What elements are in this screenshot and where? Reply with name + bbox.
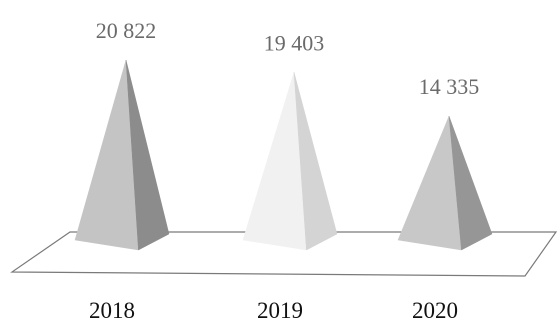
- pyramid-2020-side-face: [448, 115, 493, 251]
- value-label-2020: 14 335: [419, 74, 480, 99]
- category-label-2019: 2019: [257, 298, 303, 320]
- category-label-2020: 2020: [412, 298, 458, 320]
- value-label-2018: 20 822: [96, 18, 157, 43]
- chart-floor: [10, 231, 558, 277]
- pyramid-2018-side-face: [125, 59, 170, 251]
- value-label-group: 20 822 19 403 14 335: [96, 18, 480, 99]
- value-label-2019: 19 403: [264, 30, 325, 55]
- pyramid-group: [74, 59, 493, 251]
- pyramid-2019-side-face: [293, 72, 338, 251]
- category-label-2018: 2018: [89, 298, 135, 320]
- category-label-group: 2018 2019 2020: [89, 298, 458, 320]
